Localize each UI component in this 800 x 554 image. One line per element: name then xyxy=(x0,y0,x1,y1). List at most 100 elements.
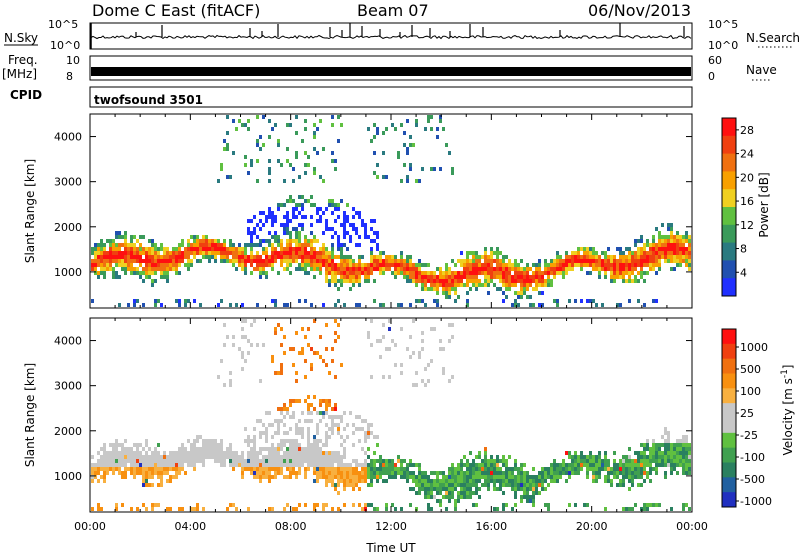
heatmap-cell xyxy=(439,471,442,475)
heatmap-cell xyxy=(529,487,532,491)
heatmap-cell xyxy=(535,283,538,287)
heatmap-cell xyxy=(352,483,355,487)
heatmap-cell xyxy=(643,271,646,275)
heatmap-cell xyxy=(640,451,643,455)
heatmap-cell xyxy=(136,239,139,243)
heatmap-cell xyxy=(277,143,280,147)
heatmap-cell xyxy=(112,251,115,255)
heatmap-cell xyxy=(319,175,322,179)
heatmap-cell xyxy=(340,251,343,255)
heatmap-cell xyxy=(178,471,181,475)
heatmap-cell xyxy=(253,447,256,451)
heatmap-cell xyxy=(259,419,262,423)
heatmap-cell xyxy=(661,255,664,259)
heatmap-cell xyxy=(637,251,640,255)
heatmap-cell xyxy=(496,507,499,511)
heatmap-cell xyxy=(205,443,208,447)
heatmap-cell xyxy=(427,491,430,495)
heatmap-cell xyxy=(496,459,499,463)
heatmap-cell xyxy=(334,263,337,267)
heatmap-cell xyxy=(520,271,523,275)
heatmap-cell xyxy=(289,403,292,407)
heatmap-cell xyxy=(649,243,652,247)
heatmap-cell xyxy=(292,215,295,219)
heatmap-cell xyxy=(268,239,271,243)
heatmap-cell xyxy=(289,415,292,419)
heatmap-cell xyxy=(550,267,553,271)
heatmap-cell xyxy=(631,467,634,471)
heatmap-cell xyxy=(325,475,328,479)
heatmap-cell xyxy=(475,479,478,483)
heatmap-cell xyxy=(562,263,565,267)
heatmap-cell xyxy=(679,251,682,255)
heatmap-cell xyxy=(541,291,544,295)
heatmap-cell xyxy=(667,251,670,255)
heatmap-cell xyxy=(502,455,505,459)
heatmap-cell xyxy=(334,459,337,463)
heatmap-cell xyxy=(295,207,298,211)
heatmap-cell xyxy=(286,439,289,443)
heatmap-cell xyxy=(466,267,469,271)
heatmap-cell xyxy=(295,255,298,259)
heatmap-cell xyxy=(625,459,628,463)
heatmap-cell xyxy=(289,475,292,479)
heatmap-cell xyxy=(238,463,241,467)
heatmap-cell xyxy=(556,299,559,303)
beam-label: Beam 07 xyxy=(357,1,429,20)
heatmap-cell xyxy=(670,507,673,511)
heatmap-cell xyxy=(538,275,541,279)
heatmap-cell xyxy=(133,471,136,475)
heatmap-cell xyxy=(286,411,289,415)
heatmap-cell xyxy=(148,459,151,463)
heatmap-cell xyxy=(457,499,460,503)
heatmap-cell xyxy=(253,319,256,323)
heatmap-cell xyxy=(511,479,514,483)
heatmap-cell xyxy=(316,219,319,223)
heatmap-cell xyxy=(514,483,517,487)
heatmap-cell xyxy=(352,263,355,267)
heatmap-cell xyxy=(481,267,484,271)
heatmap-cell xyxy=(646,243,649,247)
heatmap-cell xyxy=(103,455,106,459)
heatmap-cell xyxy=(523,271,526,275)
heatmap-cell xyxy=(361,427,364,431)
heatmap-cell xyxy=(343,215,346,219)
heatmap-cell xyxy=(313,503,316,507)
heatmap-cell xyxy=(676,263,679,267)
heatmap-cell xyxy=(454,467,457,471)
heatmap-cell xyxy=(202,439,205,443)
heatmap-cell xyxy=(487,291,490,295)
heatmap-cell xyxy=(205,455,208,459)
heatmap-cell xyxy=(118,259,121,263)
heatmap-cell xyxy=(196,507,199,511)
heatmap-cell xyxy=(388,319,391,323)
heatmap-cell xyxy=(472,483,475,487)
heatmap-cell xyxy=(601,467,604,471)
heatmap-cell xyxy=(346,215,349,219)
heatmap-cell xyxy=(373,219,376,223)
heatmap-cell xyxy=(325,463,328,467)
colorbar-swatch xyxy=(722,242,736,261)
heatmap-cell xyxy=(661,463,664,467)
heatmap-cell xyxy=(157,443,160,447)
heatmap-cell xyxy=(496,463,499,467)
heatmap-cell xyxy=(97,479,100,483)
heatmap-cell xyxy=(373,231,376,235)
heatmap-cell xyxy=(442,283,445,287)
heatmap-cell xyxy=(289,219,292,223)
heatmap-cell xyxy=(229,503,232,507)
heatmap-cell xyxy=(622,507,625,511)
heatmap-cell xyxy=(292,207,295,211)
heatmap-cell xyxy=(409,163,412,167)
heatmap-cell xyxy=(175,475,178,479)
heatmap-cell xyxy=(232,467,235,471)
heatmap-cell xyxy=(178,247,181,251)
heatmap-cell xyxy=(337,215,340,219)
heatmap-cell xyxy=(256,251,259,255)
heatmap-cell xyxy=(202,239,205,243)
heatmap-cell xyxy=(373,471,376,475)
heatmap-cell xyxy=(415,271,418,275)
heatmap-cell xyxy=(427,379,430,383)
heatmap-cell xyxy=(103,443,106,447)
heatmap-cell xyxy=(220,447,223,451)
